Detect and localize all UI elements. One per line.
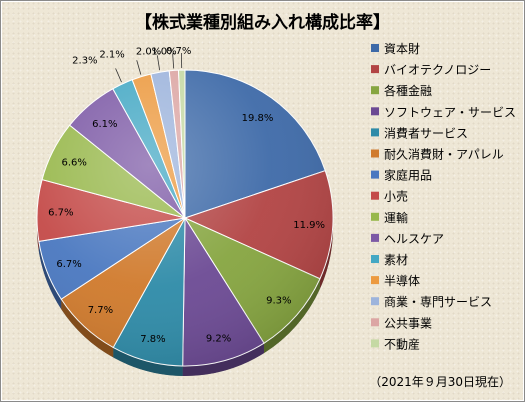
as-of-date-note: （2021年９月30日現在） (369, 375, 511, 389)
legend-label-3: 各種金融 (384, 83, 432, 98)
slice-data-label-4: 9.2% (206, 334, 231, 345)
legend-label-10: ヘルスケア (384, 232, 444, 246)
slice-data-label-5: 7.8% (140, 334, 165, 345)
leader-line-13 (156, 55, 161, 71)
legend-swatch-7 (371, 170, 379, 179)
slice-data-label-15: 0.7% (166, 46, 191, 57)
slice-data-label-6: 7.7% (88, 305, 113, 316)
slice-data-label-1: 19.8% (242, 113, 274, 124)
legend-swatch-11 (371, 255, 379, 263)
legend-swatch-12 (371, 276, 379, 285)
legend-label-11: 素材 (384, 253, 408, 267)
legend-label-8: 小売 (384, 189, 408, 204)
legend-swatch-6 (371, 149, 379, 158)
pie-slice-side-4 (182, 343, 264, 376)
legend-swatch-10 (371, 233, 379, 242)
legend-swatch-4 (371, 107, 379, 116)
legend-swatch-15 (371, 339, 379, 348)
legend-label-7: 家庭用品 (384, 168, 432, 183)
legend-swatch-2 (371, 65, 379, 74)
legend-label-5: 消費者サービス (384, 125, 468, 140)
legend-label-13: 商業・専門サービス (384, 294, 492, 309)
slice-data-label-11: 2.3% (72, 55, 97, 66)
legend-swatch-5 (371, 128, 379, 137)
legend-swatch-3 (371, 86, 379, 95)
leader-line-14 (172, 53, 175, 69)
legend-label-14: 公共事業 (384, 316, 432, 330)
legend-swatch-14 (371, 318, 379, 327)
legend-swatch-13 (371, 297, 379, 306)
chart-title: 【株式業種別組み入れ構成比率】 (135, 13, 390, 33)
legend-label-2: バイオテクノロジー (384, 63, 491, 77)
legend-label-6: 耐久消費財・アパレル (384, 147, 504, 162)
legend-swatch-8 (371, 191, 379, 200)
slice-data-label-10: 6.1% (92, 119, 117, 130)
slice-data-label-9: 6.6% (61, 158, 86, 169)
slice-data-label-14: 1.0% (151, 46, 176, 57)
legend-swatch-9 (371, 212, 379, 221)
legend-swatch-1 (371, 44, 379, 52)
slice-data-label-13: 2.0% (136, 46, 161, 57)
legend-label-1: 資本財 (384, 41, 420, 56)
slice-data-label-12: 2.1% (99, 49, 124, 60)
leader-line-12 (136, 60, 142, 75)
slice-data-label-3: 9.3% (266, 296, 291, 307)
legend-label-12: 半導体 (384, 274, 420, 288)
slice-data-label-7: 6.7% (56, 259, 81, 270)
legend-label-9: 運輸 (384, 210, 408, 225)
legend-label-15: 不動産 (384, 336, 420, 351)
leader-line-11 (115, 68, 122, 83)
slice-data-label-2: 11.9% (293, 220, 325, 231)
slice-data-label-8: 6.7% (48, 208, 73, 219)
legend-label-4: ソフトウェア・サービス (384, 105, 516, 119)
